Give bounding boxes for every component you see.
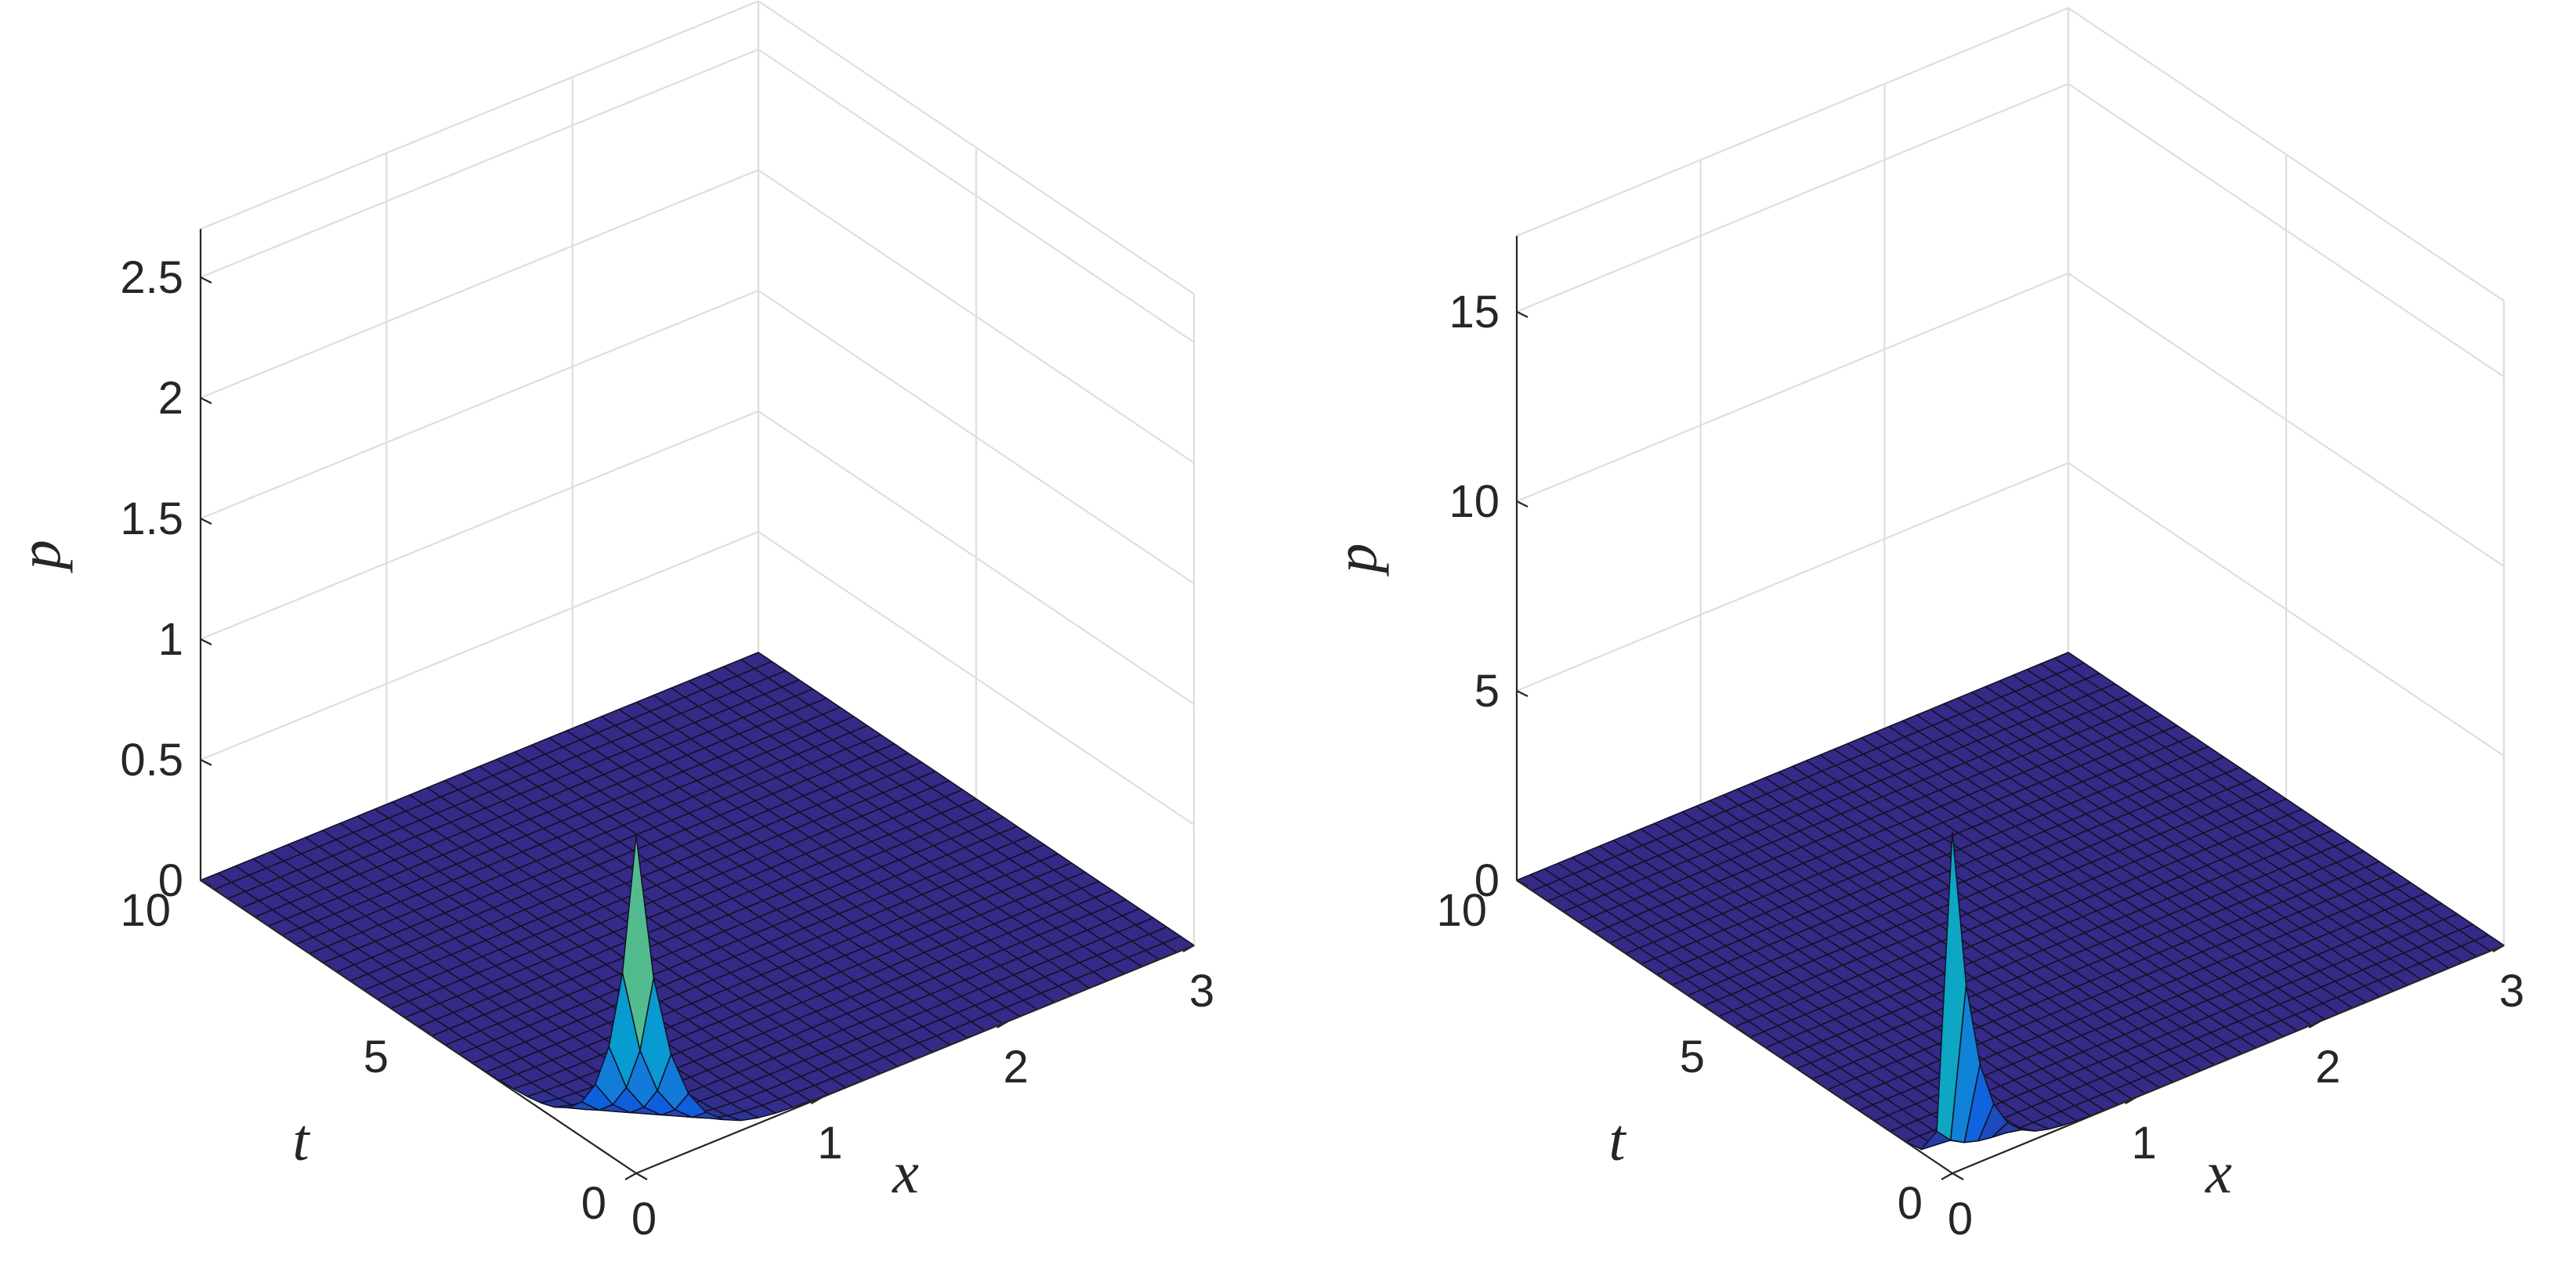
- right-t-tick-label: 5: [1680, 1032, 1705, 1082]
- right-p-axis-label: p: [1323, 544, 1389, 577]
- t-tick-mark: [1952, 1172, 1964, 1180]
- gridline: [758, 290, 1195, 584]
- gridline: [758, 531, 1195, 826]
- x-tick-mark: [2308, 1021, 2321, 1028]
- left-plot-axes: [199, 229, 1195, 1180]
- right-t-tick-label: 0: [1898, 1178, 1923, 1229]
- gridline: [200, 168, 759, 399]
- gridline: [1516, 272, 2069, 503]
- gridline: [200, 289, 759, 520]
- left-z-tick-label: 2: [158, 373, 183, 424]
- x-tick-mark: [2492, 945, 2505, 952]
- z-tick-mark: [200, 397, 212, 404]
- surface-patch: [621, 835, 655, 1051]
- left-plot-surface: [200, 652, 1195, 1122]
- x-axis-line: [635, 944, 1195, 1175]
- z-tick-mark: [200, 880, 212, 887]
- gridline: [1516, 461, 2069, 692]
- z-tick-mark: [200, 759, 212, 766]
- x-tick-mark: [810, 1097, 823, 1104]
- right-x-tick-label: 0: [1948, 1194, 1973, 1245]
- right-x-tick-label: 1: [2132, 1118, 2157, 1169]
- right-t-axis-label: t: [1608, 1107, 1626, 1173]
- right-x-axis-label: x: [2205, 1140, 2232, 1206]
- left-plot-axis-labels: x t p: [7, 540, 919, 1205]
- left-t-tick-label: 0: [581, 1178, 606, 1229]
- t-tick-mark: [418, 1026, 430, 1034]
- gridline: [758, 49, 1195, 343]
- left-x-tick-label: 2: [1004, 1042, 1029, 1093]
- gridline: [1516, 7, 2069, 237]
- z-tick-mark: [1516, 500, 1529, 508]
- gridline: [2068, 7, 2505, 302]
- z-tick-mark: [200, 518, 212, 525]
- x-tick-mark: [1182, 945, 1195, 952]
- t-tick-mark: [1734, 1026, 1746, 1034]
- gridline: [200, 410, 759, 641]
- left-t-tick-label: 10: [120, 885, 171, 936]
- left-x-tick-label: 0: [631, 1194, 657, 1245]
- right-plot-surface: [1516, 652, 2505, 1151]
- x-tick-mark: [1941, 1172, 1953, 1180]
- right-z-tick-label: 15: [1449, 287, 1500, 338]
- gridline: [200, 0, 759, 230]
- x-axis-line: [1952, 944, 2505, 1175]
- left-x-tick-label: 3: [1189, 966, 1214, 1017]
- right-t-tick-label: 10: [1436, 885, 1487, 936]
- gridline: [2068, 462, 2505, 757]
- x-tick-mark: [997, 1021, 1009, 1028]
- left-z-tick-label: 1.5: [120, 493, 183, 544]
- z-tick-mark: [1516, 690, 1529, 697]
- right-z-tick-label: 10: [1449, 476, 1500, 527]
- right-plot-axes: [1515, 236, 2505, 1180]
- left-plot-tick-labels: 0 0.5 1 1.5 2 2.5 0 1 2 3 0 5 10: [120, 252, 1214, 1245]
- gridline: [200, 48, 759, 279]
- gridline: [200, 530, 759, 761]
- gridline: [2068, 83, 2505, 378]
- x-tick-mark: [624, 1172, 637, 1180]
- right-x-tick-label: 2: [2315, 1042, 2340, 1093]
- gridline: [758, 169, 1195, 464]
- z-tick-mark: [1516, 880, 1529, 887]
- gridline: [1516, 82, 2069, 313]
- z-tick-mark: [200, 638, 212, 645]
- gridline: [758, 410, 1195, 705]
- z-tick-mark: [1516, 311, 1529, 318]
- right-plot-axis-labels: x t p: [1323, 544, 2232, 1206]
- left-p-axis-label: p: [7, 540, 73, 573]
- left-x-tick-label: 1: [817, 1118, 842, 1169]
- left-t-axis-label: t: [292, 1107, 310, 1173]
- right-z-tick-label: 5: [1474, 666, 1500, 717]
- z-tick-mark: [200, 276, 212, 284]
- left-z-tick-label: 0.5: [120, 735, 183, 786]
- right-x-tick-label: 3: [2499, 966, 2524, 1017]
- surface-patch: [1936, 831, 1967, 1141]
- t-tick-mark: [635, 1172, 648, 1180]
- left-x-axis-label: x: [892, 1140, 919, 1206]
- left-t-tick-label: 5: [364, 1032, 389, 1082]
- left-z-tick-label: 0: [158, 855, 183, 906]
- x-tick-mark: [2125, 1097, 2137, 1104]
- left-z-tick-label: 1: [158, 614, 183, 665]
- right-z-tick-label: 0: [1474, 855, 1500, 906]
- gridline: [2068, 273, 2505, 567]
- left-z-tick-label: 2.5: [120, 252, 183, 303]
- gridline: [758, 0, 1195, 295]
- right-plot-tick-labels: 0 5 10 15 0 1 2 3 0 5 10: [1436, 287, 2524, 1245]
- right-surface-plot: 0 5 10 15 0 1 2 3 0 5 10 x t p: [1323, 7, 2524, 1245]
- left-surface-plot: 0 0.5 1 1.5 2 2.5 0 1 2 3 0 5 10 x t p: [7, 0, 1214, 1245]
